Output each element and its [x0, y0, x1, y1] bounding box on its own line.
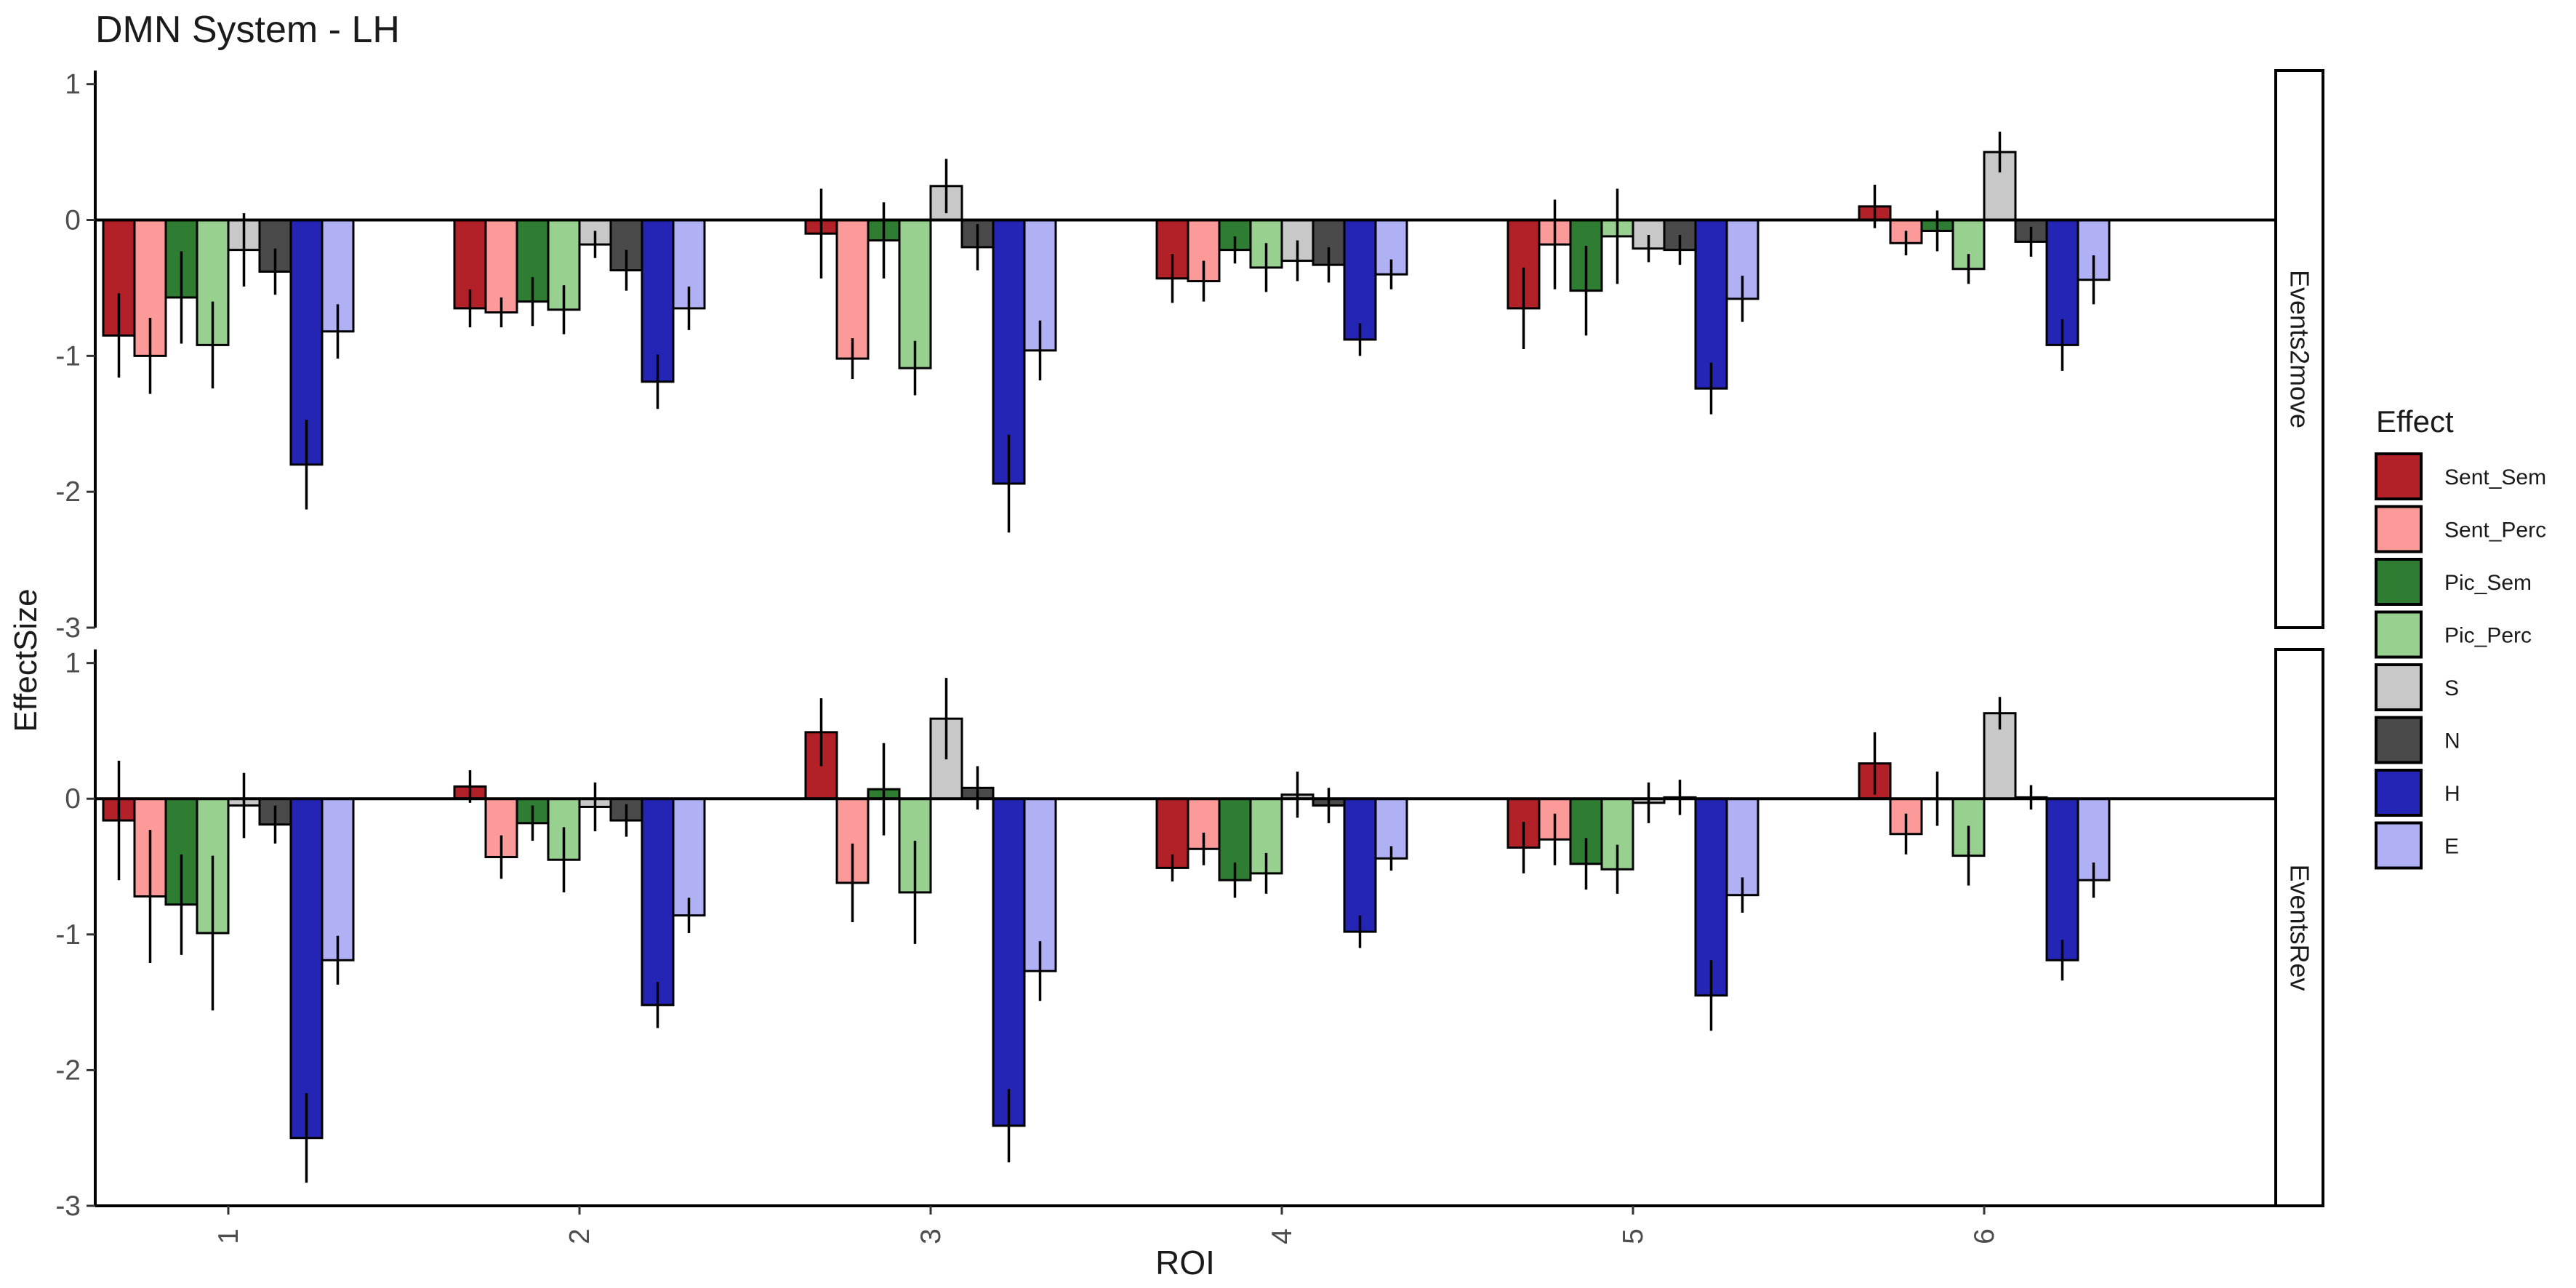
- panel-Events2move: 1 0 -1 -2 -3 Events2move: [55, 69, 2324, 644]
- facet-strip: [2274, 648, 2324, 1207]
- bar-H-2: [641, 797, 675, 1007]
- legend-swatch: [2375, 716, 2423, 764]
- legend-title: Effect: [2376, 404, 2454, 439]
- legend-swatch: [2375, 769, 2423, 817]
- y-tick-label: -3: [55, 612, 81, 644]
- y-tick-label: 1: [65, 648, 81, 679]
- legend-item-Sent_Sem: Sent_Sem: [2375, 452, 2546, 500]
- x-tick-label: 4: [1267, 1228, 1298, 1244]
- y-tick-label: -1: [55, 340, 81, 372]
- x-tick-label: 2: [564, 1228, 595, 1244]
- x-axis: 1 2 3 4 5 6: [95, 1204, 2276, 1244]
- y-tick-label: -2: [55, 1055, 81, 1086]
- legend-label: N: [2444, 729, 2460, 753]
- facet-strip-label: EventsRev: [2285, 864, 2315, 991]
- legend-label: H: [2444, 782, 2460, 806]
- bar-H-4: [1343, 797, 1377, 933]
- legend-swatch: [2375, 610, 2423, 659]
- bar-Sent_Perc-3: [835, 797, 870, 884]
- x-tick-label: 6: [1969, 1228, 2000, 1244]
- legend-swatch: [2375, 558, 2423, 606]
- x-tick-label: 3: [915, 1228, 947, 1244]
- legend-swatch: [2375, 452, 2423, 500]
- panels: 1 0 -1 -2 -3 Events2move 1 0 -1 -2 -3 EventsRev 1 2 3 4…: [55, 69, 2324, 1244]
- legend-label: Pic_Perc: [2444, 624, 2532, 648]
- y-tick-label: 1: [65, 69, 81, 100]
- legend-swatch: [2375, 663, 2423, 711]
- bar-H-6: [2045, 797, 2079, 961]
- y-tick-label: -1: [55, 919, 81, 951]
- legend-item-S: S: [2375, 663, 2459, 711]
- bar-H-1: [289, 797, 324, 1140]
- y-tick-label: -2: [55, 476, 81, 508]
- legend-label: Pic_Sem: [2444, 571, 2532, 595]
- legend-swatch: [2375, 821, 2423, 870]
- x-tick-label: 5: [1618, 1228, 1649, 1244]
- y-tick-label: -3: [55, 1191, 81, 1222]
- legend-label: S: [2444, 676, 2459, 700]
- legend-items: Sent_Sem Sent_Perc Pic_Sem Pic_Perc S N H E: [2375, 452, 2546, 870]
- bar-Sent_Perc-3: [835, 219, 870, 360]
- legend-item-N: N: [2375, 716, 2460, 764]
- x-axis-label: ROI: [1155, 1244, 1215, 1281]
- legend-label: Sent_Perc: [2444, 519, 2546, 543]
- legend-swatch: [2375, 505, 2423, 553]
- chart-title: DMN System - LH: [95, 9, 400, 51]
- y-axis-label: EffectSize: [8, 588, 44, 732]
- y-tick-label: 0: [65, 783, 81, 815]
- bar-H-3: [992, 797, 1026, 1127]
- facet-strip-label: Events2move: [2285, 270, 2315, 428]
- legend-item-Sent_Perc: Sent_Perc: [2375, 505, 2546, 553]
- legend-item-E: E: [2375, 821, 2459, 870]
- legend: Effect Sent_SemSent_PercPic_SemPic_PercS…: [2375, 404, 2546, 870]
- facet-strip: [2274, 69, 2324, 629]
- legend-label: E: [2444, 835, 2459, 859]
- y-tick-label: 0: [65, 205, 81, 236]
- x-tick-label: 1: [213, 1228, 244, 1244]
- bar-E-1: [321, 797, 355, 961]
- legend-item-H: H: [2375, 769, 2460, 817]
- legend-label: Sent_Sem: [2444, 465, 2546, 489]
- legend-item-Pic_Perc: Pic_Perc: [2375, 610, 2532, 659]
- bar-H-4: [1343, 219, 1377, 341]
- legend-item-Pic_Sem: Pic_Sem: [2375, 558, 2532, 606]
- panel-EventsRev: 1 0 -1 -2 -3 EventsRev: [55, 648, 2324, 1222]
